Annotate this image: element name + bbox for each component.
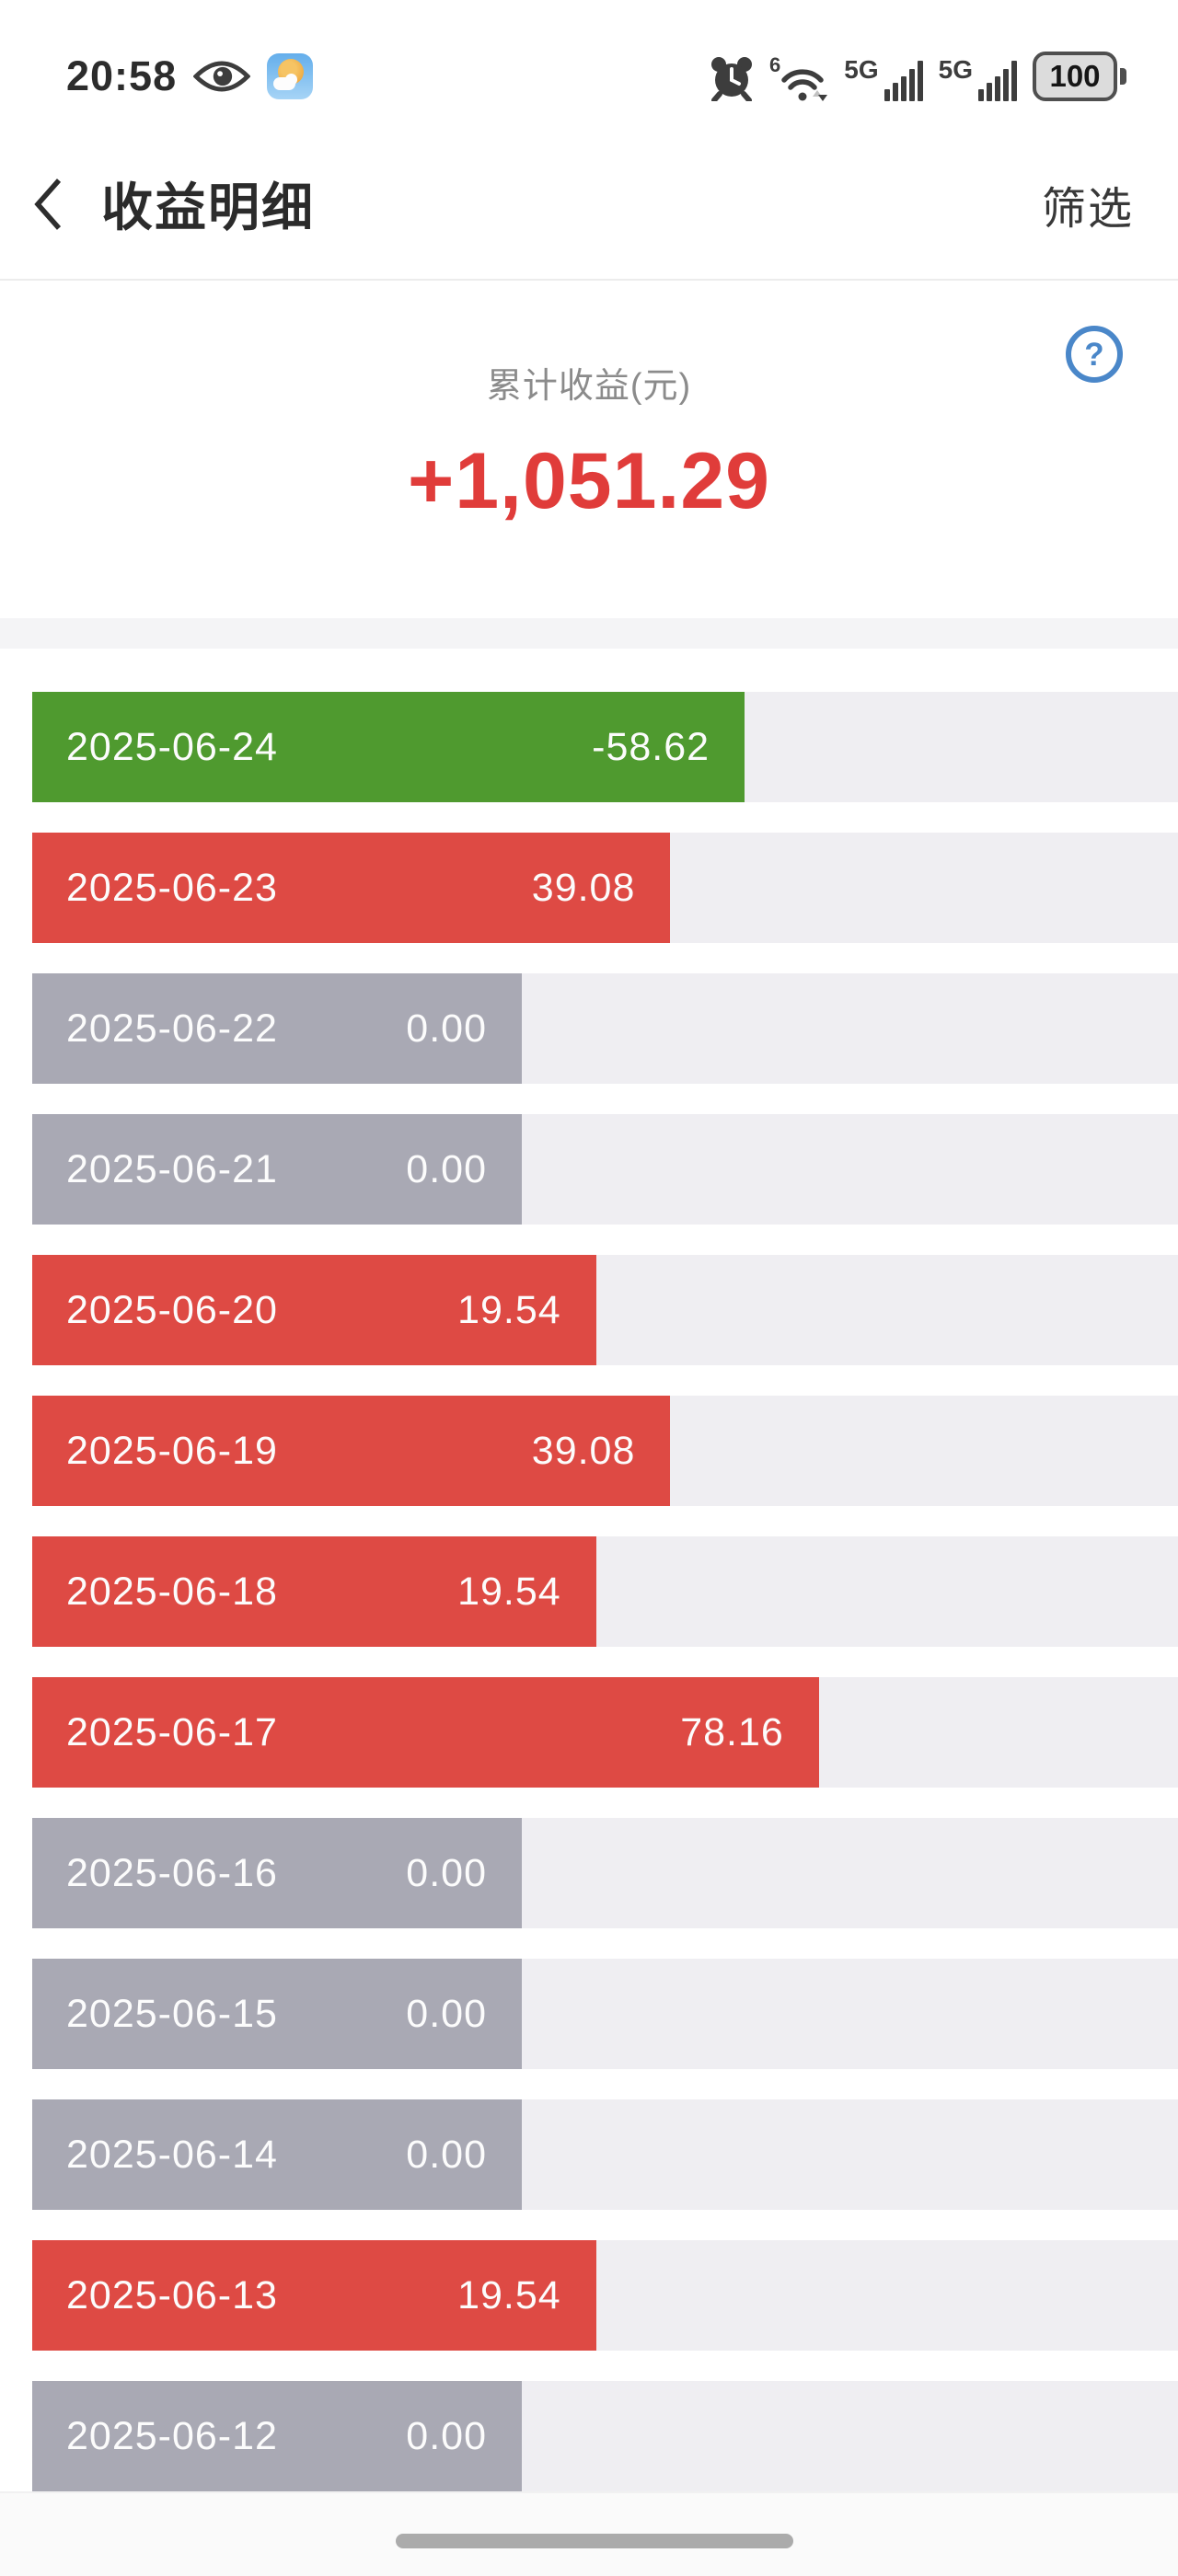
bar-date-label: 2025-06-19: [66, 1428, 278, 1473]
earnings-bar[interactable]: 2025-06-14 0.00: [32, 2099, 522, 2210]
bar-date-label: 2025-06-15: [66, 1991, 278, 2036]
earnings-bar[interactable]: 2025-06-18 19.54: [32, 1536, 596, 1647]
cumulative-earnings-label: 累计收益(元): [486, 367, 692, 406]
earnings-bar-list: 2025-06-24 -58.62 2025-06-23 39.08 2025-06-2…: [32, 692, 1178, 2522]
help-button[interactable]: ?: [1066, 326, 1123, 383]
bar-value-label: 19.54: [457, 2272, 561, 2317]
bottom-strip: [0, 2491, 1178, 2576]
bar-date-label: 2025-06-22: [66, 1006, 278, 1051]
bar-value-label: 0.00: [406, 1991, 487, 2036]
battery-icon: 100: [1033, 52, 1126, 101]
bar-date-label: 2025-06-21: [66, 1146, 278, 1191]
wifi-standard-glyph: 6: [769, 55, 780, 76]
bar-date-label: 2025-06-18: [66, 1569, 278, 1614]
bar-date-label: 2025-06-12: [66, 2413, 278, 2458]
chart-row: 2025-06-22 0.00: [32, 973, 1178, 1084]
bar-value-label: 19.54: [457, 1287, 561, 1332]
chevron-left-icon: [34, 178, 62, 230]
status-bar-left: 20:58: [66, 52, 314, 100]
bar-value-label: -58.62: [592, 724, 710, 769]
earnings-bar[interactable]: 2025-06-23 39.08: [32, 833, 671, 943]
eye-protection-icon: [193, 56, 251, 97]
earnings-bar[interactable]: 2025-06-22 0.00: [32, 973, 522, 1084]
earnings-bar[interactable]: 2025-06-20 19.54: [32, 1255, 596, 1365]
bar-value-label: 0.00: [406, 2132, 487, 2177]
cumulative-amount: +1,051.29: [408, 437, 770, 525]
bar-value-label: 0.00: [406, 1006, 487, 1051]
wifi-icon: 6: [769, 55, 828, 101]
network-type-label: 5G: [938, 55, 973, 84]
bar-date-label: 2025-06-17: [66, 1709, 278, 1754]
scrollbar[interactable]: [396, 2534, 793, 2548]
earnings-bar[interactable]: 2025-06-17 78.16: [32, 1677, 819, 1788]
bar-date-label: 2025-06-24: [66, 724, 278, 769]
bar-date-label: 2025-06-13: [66, 2272, 278, 2317]
bar-value-label: 19.54: [457, 1569, 561, 1614]
network-type-label: 5G: [844, 55, 879, 84]
earnings-bar[interactable]: 2025-06-16 0.00: [32, 1818, 522, 1928]
question-mark-icon: ?: [1084, 336, 1104, 373]
bar-date-label: 2025-06-14: [66, 2132, 278, 2177]
bar-value-label: 39.08: [531, 865, 636, 910]
chart-row: 2025-06-15 0.00: [32, 1959, 1178, 2069]
earnings-bar[interactable]: 2025-06-12 0.00: [32, 2381, 522, 2491]
chart-row: 2025-06-21 0.00: [32, 1114, 1178, 1225]
chart-row: 2025-06-18 19.54: [32, 1536, 1178, 1647]
earnings-bar[interactable]: 2025-06-15 0.00: [32, 1959, 522, 2069]
earnings-bar[interactable]: 2025-06-21 0.00: [32, 1114, 522, 1225]
chart-row: 2025-06-24 -58.62: [32, 692, 1178, 802]
nav-header: 收益明细 筛选: [0, 129, 1178, 281]
bar-date-label: 2025-06-16: [66, 1850, 278, 1895]
chart-row: 2025-06-17 78.16: [32, 1677, 1178, 1788]
signal-bars-2: 5G: [939, 57, 1017, 101]
chart-row: 2025-06-13 19.54: [32, 2240, 1178, 2351]
bar-date-label: 2025-06-20: [66, 1287, 278, 1332]
chart-row: 2025-06-20 19.54: [32, 1255, 1178, 1365]
chart-row: 2025-06-19 39.08: [32, 1396, 1178, 1506]
page-title: 收益明细: [101, 178, 315, 236]
back-button[interactable]: [31, 177, 68, 232]
section-divider-band: [0, 618, 1178, 649]
bar-date-label: 2025-06-23: [66, 865, 278, 910]
bar-value-label: 0.00: [406, 1146, 487, 1191]
battery-level: 100: [1033, 52, 1117, 101]
earnings-bar[interactable]: 2025-06-24 -58.62: [32, 692, 745, 802]
earnings-bar[interactable]: 2025-06-19 39.08: [32, 1396, 671, 1506]
bar-value-label: 0.00: [406, 2413, 487, 2458]
bar-value-label: 0.00: [406, 1850, 487, 1895]
status-bar-right: 6 5G 5G 100: [710, 52, 1126, 101]
earnings-bar[interactable]: 2025-06-13 19.54: [32, 2240, 596, 2351]
chart-row: 2025-06-12 0.00: [32, 2381, 1178, 2491]
chart-row: 2025-06-23 39.08: [32, 833, 1178, 943]
bar-value-label: 78.16: [680, 1709, 784, 1754]
filter-button[interactable]: 筛选: [1041, 184, 1134, 234]
clock-time: 20:58: [66, 52, 178, 99]
chart-row: 2025-06-16 0.00: [32, 1818, 1178, 1928]
signal-bars-1: 5G: [844, 55, 923, 101]
chart-row: 2025-06-14 0.00: [32, 2099, 1178, 2210]
alarm-clock-icon: [710, 55, 754, 101]
status-bar: 20:58 6: [0, 42, 1178, 110]
bar-value-label: 39.08: [531, 1428, 636, 1473]
weather-app-icon: [267, 53, 314, 99]
